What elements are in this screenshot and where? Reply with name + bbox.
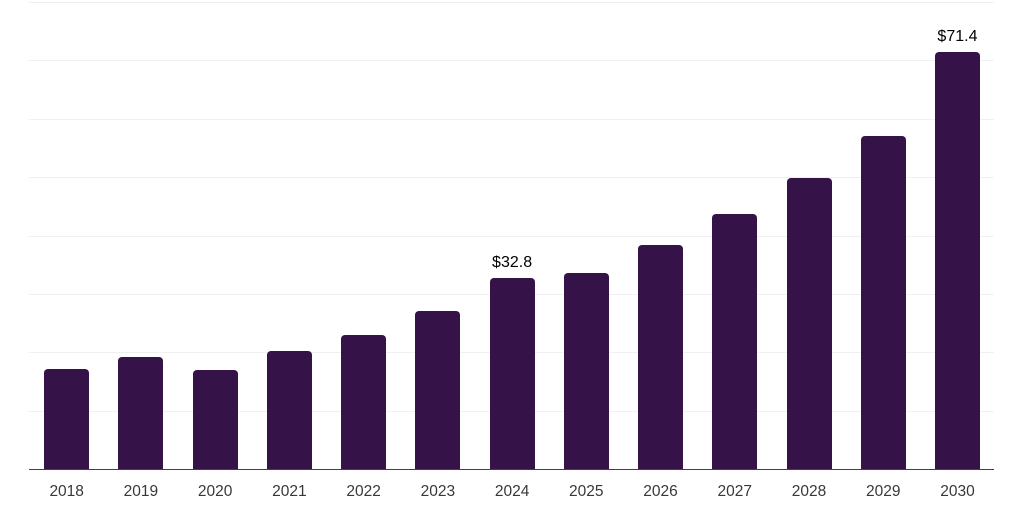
- value-label-2030: $71.4: [937, 28, 978, 46]
- bar-2029: [860, 135, 906, 469]
- bar-2019: [118, 356, 164, 469]
- x-tick-label-2022: 2022: [346, 483, 381, 500]
- bar-2020: [192, 370, 238, 469]
- bar-2025: [563, 272, 609, 469]
- x-tick-label-2028: 2028: [791, 483, 827, 500]
- bar-2027: [712, 213, 758, 469]
- x-tick-label-2027: 2027: [717, 483, 752, 500]
- x-tick-label-2026: 2026: [643, 483, 678, 500]
- bar-2022: [341, 335, 387, 469]
- bar-2028: [786, 177, 832, 469]
- bar-2030: [934, 52, 980, 469]
- x-tick-label-2021: 2021: [272, 483, 307, 500]
- x-tick-label-2029: 2029: [865, 483, 901, 500]
- x-axis-line: [29, 468, 994, 471]
- value-label-2024: $32.8: [492, 253, 533, 271]
- x-tick-label-2025: 2025: [569, 483, 604, 500]
- gridline-80: [29, 2, 994, 3]
- bar-2018: [44, 368, 90, 469]
- x-tick-label-2030: 2030: [940, 483, 975, 500]
- plot-area: 2018 2019 2020 2021 2022 2023 2024 2025 2026 2027…: [29, 0, 994, 512]
- x-tick-label-2019: 2019: [123, 483, 159, 500]
- bar-2024: [489, 277, 535, 469]
- x-tick-label-2020: 2020: [197, 483, 233, 500]
- x-tick-label-2023: 2023: [420, 483, 456, 500]
- gridline-40: [29, 235, 994, 237]
- x-tick-label-2024: 2024: [494, 483, 530, 500]
- x-tick-label-2018: 2018: [49, 483, 84, 500]
- gridline-50: [29, 177, 994, 179]
- gridline-70: [29, 60, 994, 62]
- bar-2026: [638, 245, 684, 469]
- bar-2023: [415, 311, 461, 469]
- gridline-60: [29, 118, 994, 120]
- bar-2021: [266, 351, 312, 469]
